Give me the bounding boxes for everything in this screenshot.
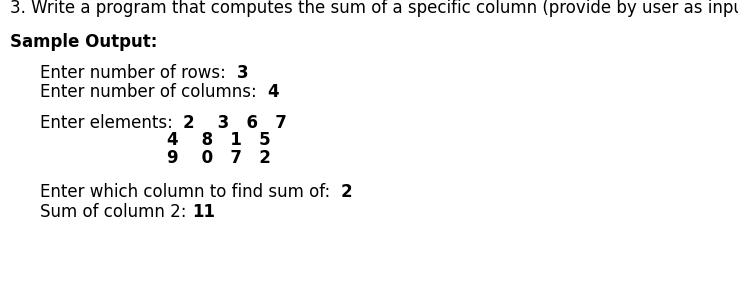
Text: 11: 11 [192, 203, 215, 221]
Text: 2    3   6   7: 2 3 6 7 [183, 114, 287, 132]
Text: 3. Write a program that computes the sum of a specific column (provide by user a: 3. Write a program that computes the sum… [10, 0, 738, 17]
Text: 4: 4 [267, 83, 279, 101]
Text: Enter number of rows:: Enter number of rows: [40, 64, 236, 82]
Text: Enter which column to find sum of:: Enter which column to find sum of: [40, 183, 341, 201]
Text: 9    0   7   2: 9 0 7 2 [167, 149, 271, 167]
Text: Enter number of columns:: Enter number of columns: [40, 83, 267, 101]
Text: 3: 3 [236, 64, 248, 82]
Text: Sum of column 2:: Sum of column 2: [40, 203, 192, 221]
Text: 4    8   1   5: 4 8 1 5 [167, 131, 271, 149]
Text: Enter elements:: Enter elements: [40, 114, 183, 132]
Text: Sample Output:: Sample Output: [10, 33, 157, 51]
Text: 2: 2 [341, 183, 352, 201]
